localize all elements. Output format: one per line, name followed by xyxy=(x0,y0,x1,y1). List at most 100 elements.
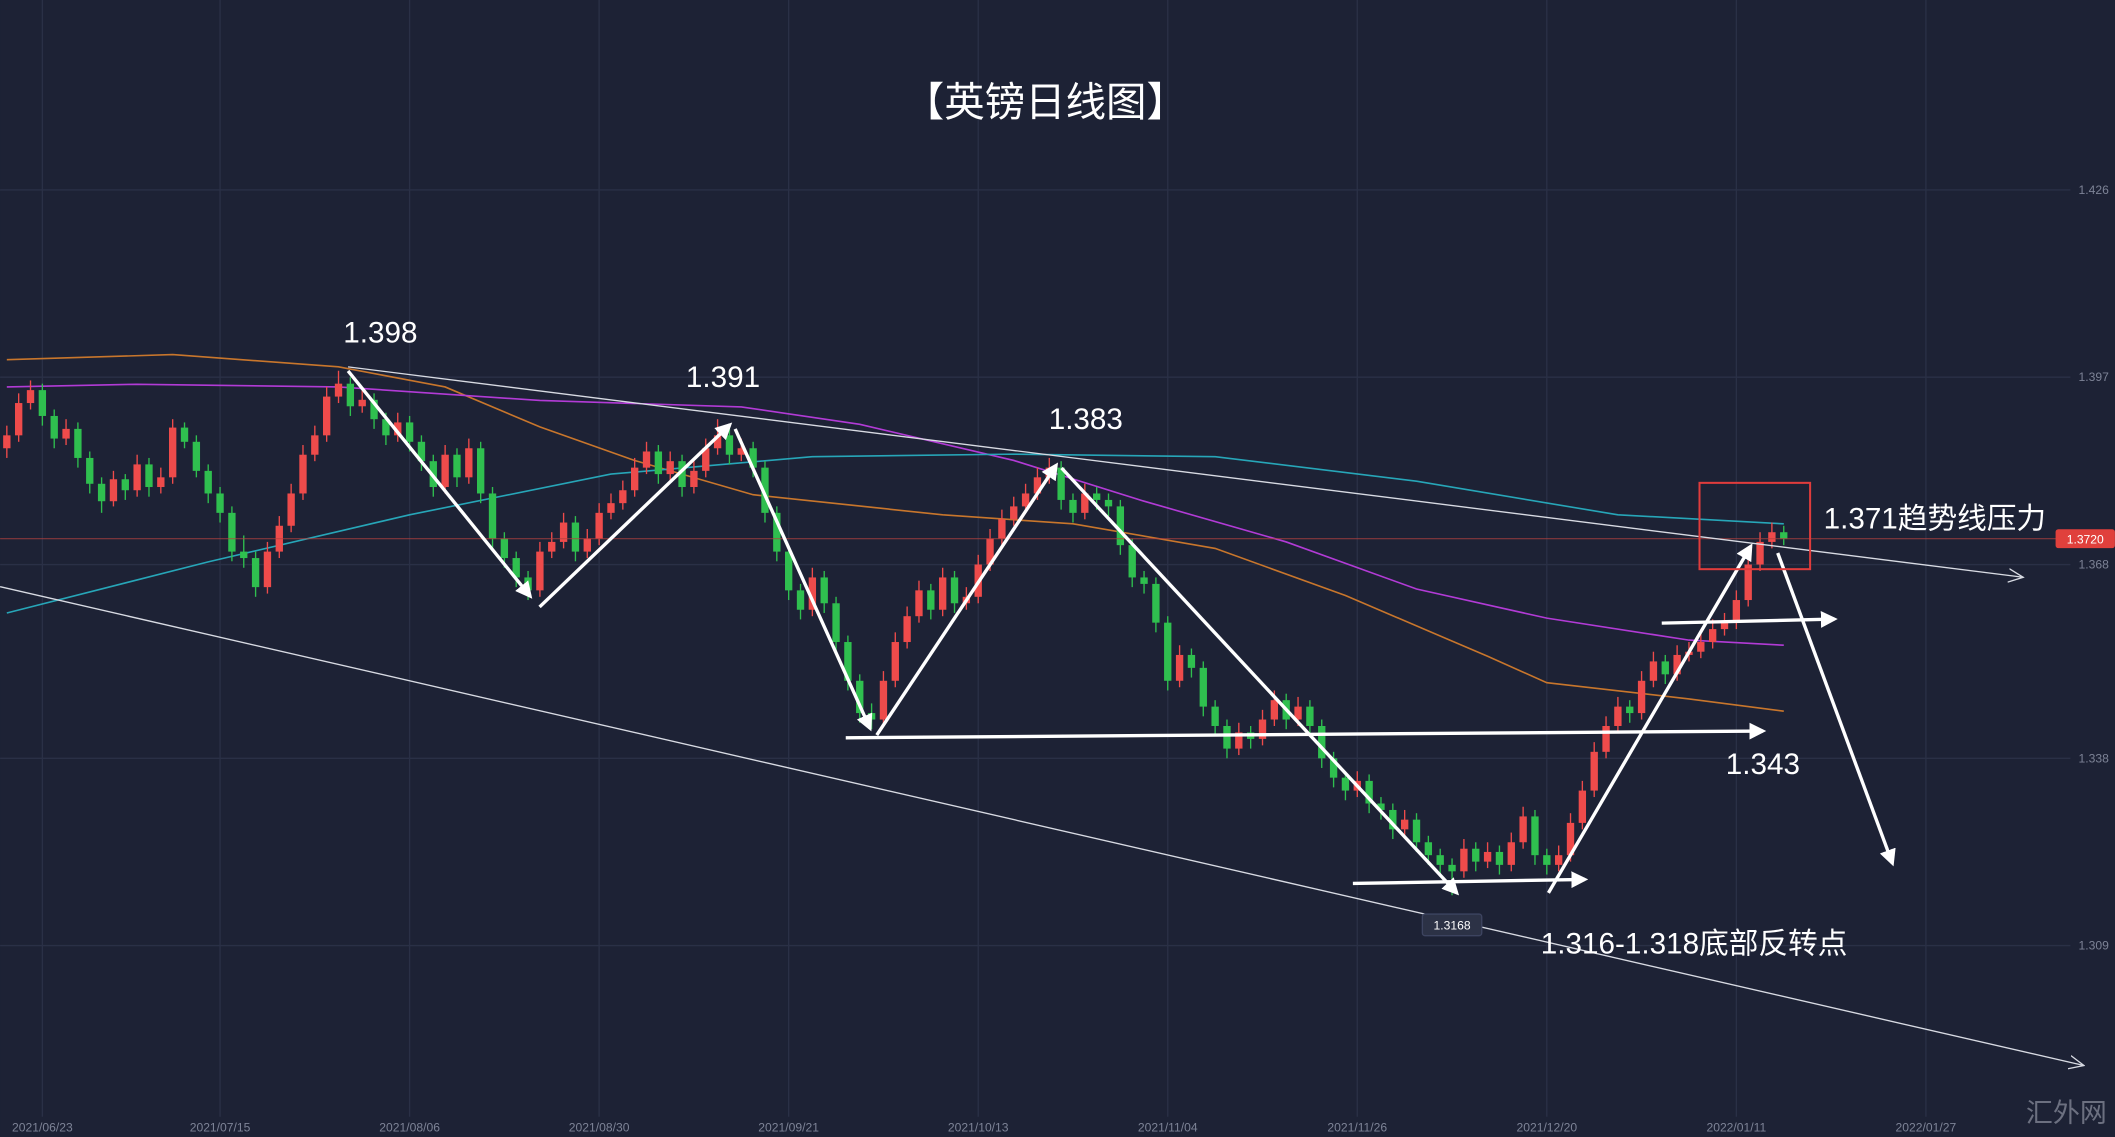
candle-body xyxy=(192,441,201,471)
x-tick-label: 2022/01/27 xyxy=(1896,1121,1957,1135)
candle-body xyxy=(3,435,11,449)
candle-body xyxy=(86,457,94,484)
annotation: 1.391 xyxy=(686,361,760,394)
candle-body xyxy=(536,551,544,591)
candle-body xyxy=(903,616,911,643)
x-tick-label: 2022/01/11 xyxy=(1706,1121,1766,1135)
arrow xyxy=(538,422,733,609)
candle-body xyxy=(62,428,70,439)
candle-body xyxy=(1329,758,1338,778)
arrow xyxy=(1060,466,1460,896)
annotation: 1.343 xyxy=(1726,748,1800,781)
candle-body xyxy=(1661,661,1669,675)
candle-body xyxy=(1697,642,1705,652)
arrow xyxy=(1546,543,1753,894)
candle-body xyxy=(867,713,876,720)
candle-body xyxy=(1566,822,1575,856)
candle-body xyxy=(737,448,745,455)
candle-body xyxy=(358,399,366,407)
candle-body xyxy=(1744,564,1752,601)
candle-body xyxy=(915,590,923,617)
candle-body xyxy=(121,479,129,491)
candle-body xyxy=(38,390,47,416)
candle-body xyxy=(500,538,509,559)
candle-body xyxy=(773,512,781,552)
candle-body xyxy=(1436,855,1444,865)
candle-body xyxy=(619,490,627,504)
candle-body xyxy=(1626,706,1634,714)
candle-body xyxy=(1223,725,1231,749)
candle-body xyxy=(1472,848,1480,862)
candle-body xyxy=(1116,506,1125,546)
candle-body xyxy=(548,541,556,552)
last-price-box xyxy=(2055,529,2115,549)
candle-body xyxy=(1341,777,1350,791)
low-price-label: 1.3168 xyxy=(1434,919,1471,933)
candle-body xyxy=(595,512,603,539)
moving-average xyxy=(6,353,1784,713)
y-tick-label: 1.338 xyxy=(2079,751,2110,765)
candle-body xyxy=(1377,803,1385,810)
candle-body xyxy=(1720,622,1729,630)
candle-body xyxy=(1460,848,1468,872)
candle-body xyxy=(1021,493,1030,507)
candle-body xyxy=(251,558,260,588)
arrow xyxy=(733,428,873,732)
candle-body xyxy=(299,454,307,494)
candle-body xyxy=(571,522,580,552)
candle-body xyxy=(713,435,722,449)
candle-body xyxy=(1389,809,1397,830)
candle-body xyxy=(240,551,248,559)
candle-body xyxy=(678,461,686,488)
candle-body xyxy=(666,461,674,475)
y-tick-label: 1.397 xyxy=(2079,370,2110,384)
candle-body xyxy=(323,396,331,436)
candle-body xyxy=(1306,706,1314,726)
candle-body xyxy=(204,470,212,494)
candle-body xyxy=(1152,583,1160,623)
candle-body xyxy=(808,577,817,610)
candle-body xyxy=(1412,819,1421,843)
candle-body xyxy=(1614,706,1622,726)
candle-body xyxy=(891,642,899,681)
candle-body xyxy=(1780,532,1788,539)
x-tick-label: 2021/07/15 xyxy=(190,1121,251,1135)
candle-body xyxy=(1637,680,1646,714)
candle-body xyxy=(109,479,118,502)
x-tick-label: 2021/06/23 xyxy=(12,1121,73,1135)
candle-body xyxy=(50,415,58,439)
candle-body xyxy=(702,448,710,471)
candle-body xyxy=(476,448,485,494)
candle-body xyxy=(844,642,852,681)
candle-body xyxy=(1602,725,1610,752)
candle-body xyxy=(1010,506,1018,520)
candle-body xyxy=(1081,493,1089,513)
candle-body xyxy=(1673,654,1681,675)
x-tick-label: 2021/11/04 xyxy=(1138,1121,1198,1135)
candle-body xyxy=(1187,654,1196,668)
candle-body xyxy=(1199,667,1207,707)
candle-body xyxy=(1092,493,1101,500)
grid xyxy=(0,0,2071,1117)
candle-body xyxy=(512,558,520,578)
candle-body xyxy=(157,477,165,488)
candle-body xyxy=(1235,732,1243,749)
candle-body xyxy=(938,577,947,610)
candle-body xyxy=(465,448,473,478)
candle-body xyxy=(784,551,793,591)
watermark: 汇外网 xyxy=(2026,1098,2107,1128)
candle-body xyxy=(26,390,35,404)
candle-body xyxy=(1033,477,1042,494)
chart-title: 【英镑日线图】 xyxy=(904,79,1187,125)
annotation: 1.383 xyxy=(1049,403,1123,436)
y-tick-label: 1.426 xyxy=(2079,183,2110,197)
x-tick-label: 2021/08/30 xyxy=(569,1121,630,1135)
annotations-lines xyxy=(0,366,2084,1066)
candle-body xyxy=(405,422,414,442)
candle-body xyxy=(334,383,343,397)
last-price-label: 1.3720 xyxy=(2067,532,2104,546)
annotation: 1.371趋势线压力 xyxy=(1824,503,2047,536)
candle-body xyxy=(1507,842,1515,865)
candle-body xyxy=(1519,816,1527,843)
candle-body xyxy=(1175,654,1184,681)
